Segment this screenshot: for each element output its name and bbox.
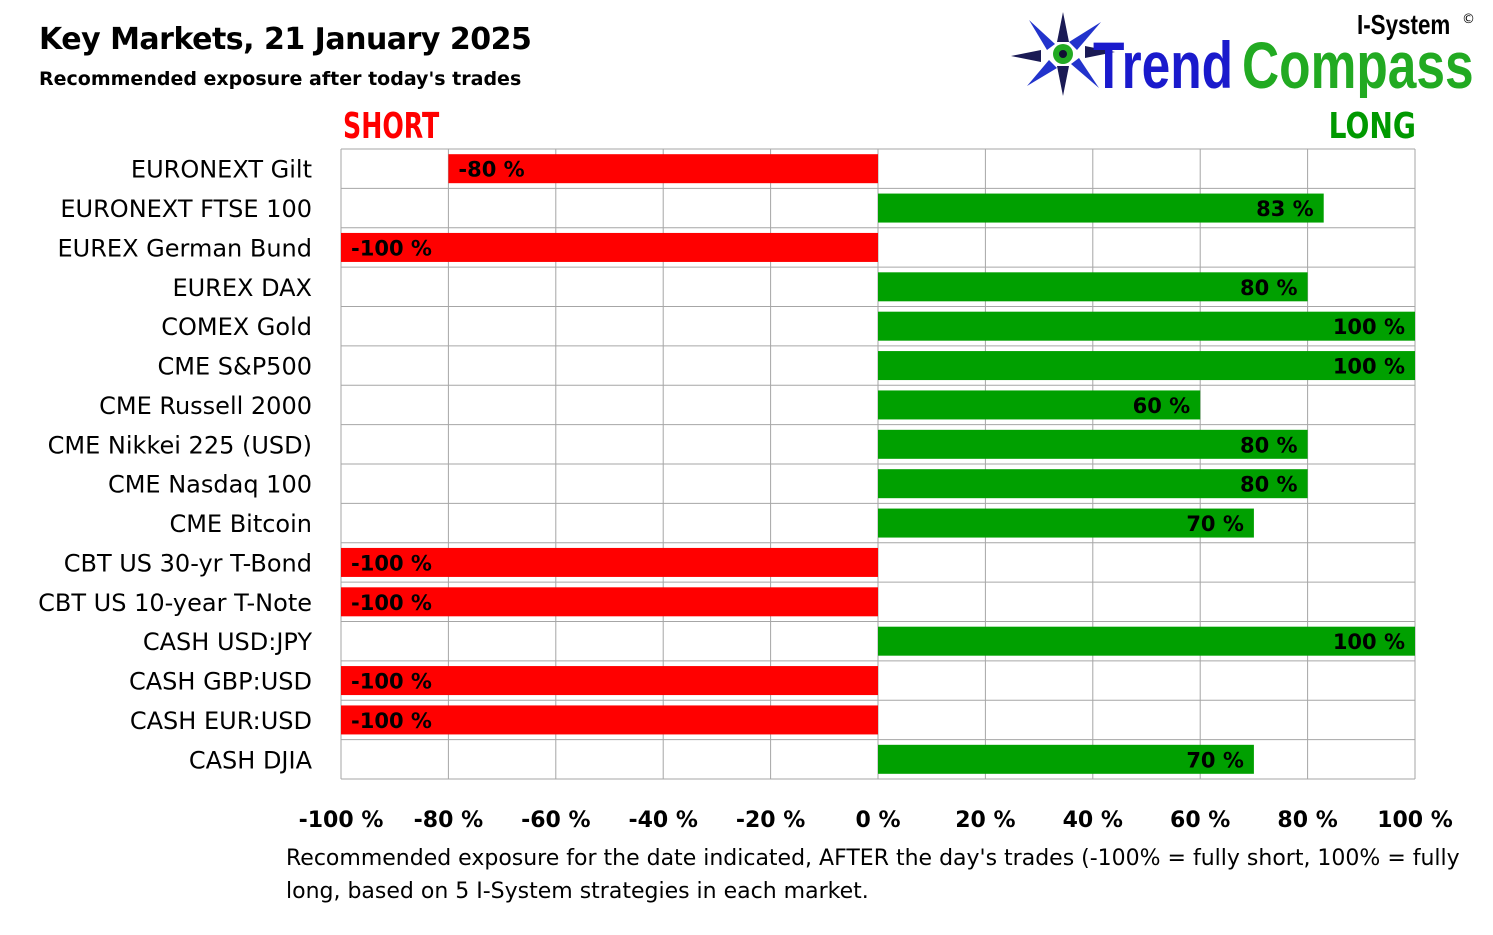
data-label: 83 % — [1256, 197, 1314, 221]
bar — [341, 705, 878, 735]
data-label: 80 % — [1240, 473, 1298, 497]
short-label: SHORT — [343, 106, 440, 147]
bar — [448, 154, 878, 184]
x-tick-label: 100 % — [1377, 808, 1453, 833]
category-label: CASH EUR:USD — [130, 707, 312, 735]
data-label: 60 % — [1133, 394, 1191, 418]
category-label: CASH USD:JPY — [143, 628, 312, 656]
x-tick-label: -40 % — [628, 808, 697, 833]
category-label: CBT US 10-year T-Note — [38, 589, 312, 617]
category-label: EURONEXT Gilt — [131, 156, 312, 184]
x-tick-label: -20 % — [736, 808, 805, 833]
bar — [341, 666, 878, 696]
chart-title: Key Markets, 21 January 2025 — [39, 22, 532, 57]
x-tick-label: 20 % — [955, 808, 1015, 833]
logo-copyright: © — [1462, 12, 1475, 27]
bar — [878, 351, 1415, 381]
footnote: Recommended exposure for the date indica… — [286, 846, 1460, 904]
compass-star-icon — [1011, 12, 1115, 96]
long-label: LONG — [1328, 106, 1416, 147]
data-label: 70 % — [1186, 512, 1244, 536]
trendcompass-logo: I-System © Trend Compass — [1011, 10, 1475, 98]
category-label: EUREX DAX — [172, 274, 312, 302]
category-label: EURONEXT FTSE 100 — [60, 195, 312, 223]
bar — [341, 232, 878, 262]
x-tick-label: -60 % — [521, 808, 590, 833]
bar — [878, 390, 1201, 420]
category-label: EUREX German Bund — [58, 234, 313, 262]
data-label: -100 % — [351, 709, 432, 733]
logo-brand-compass: Compass — [1242, 28, 1474, 98]
data-label: 80 % — [1240, 433, 1298, 457]
bar — [878, 193, 1324, 223]
logo-brand-trend: Trend — [1093, 28, 1233, 98]
bar — [878, 469, 1308, 499]
bar — [341, 547, 878, 577]
bar — [878, 744, 1254, 774]
category-label: CME Nasdaq 100 — [108, 471, 312, 499]
x-tick-label: 0 % — [855, 808, 900, 833]
category-label: COMEX Gold — [161, 313, 312, 341]
x-tick-label: 60 % — [1170, 808, 1230, 833]
category-label: CME S&P500 — [158, 353, 313, 381]
data-label: 100 % — [1333, 315, 1405, 339]
category-label: CME Nikkei 225 (USD) — [48, 431, 312, 459]
x-tick-label: 80 % — [1277, 808, 1337, 833]
bar — [878, 272, 1308, 302]
x-tick-label: -80 % — [414, 808, 483, 833]
chart-subtitle: Recommended exposure after today's trade… — [39, 68, 522, 90]
category-label: CME Bitcoin — [169, 510, 312, 538]
data-label: 100 % — [1333, 630, 1405, 654]
bar — [878, 311, 1415, 341]
data-label: -100 % — [351, 591, 432, 615]
bar — [878, 429, 1308, 459]
data-label: 70 % — [1186, 748, 1244, 772]
data-label: 80 % — [1240, 276, 1298, 300]
x-tick-label: -100 % — [299, 808, 384, 833]
data-label: -80 % — [458, 158, 524, 182]
logo-brand-top: I-System — [1357, 10, 1450, 41]
category-label: CASH GBP:USD — [129, 668, 312, 696]
data-label: -100 % — [351, 236, 432, 260]
category-label: CBT US 30-yr T-Bond — [64, 549, 312, 577]
category-label: CASH DJIA — [189, 746, 313, 774]
bar — [878, 626, 1415, 656]
bar — [878, 508, 1254, 538]
category-label: CME Russell 2000 — [99, 392, 312, 420]
data-label: -100 % — [351, 551, 432, 575]
data-label: -100 % — [351, 670, 432, 694]
x-tick-label: 40 % — [1063, 808, 1123, 833]
bar — [341, 587, 878, 617]
data-label: 100 % — [1333, 355, 1405, 379]
